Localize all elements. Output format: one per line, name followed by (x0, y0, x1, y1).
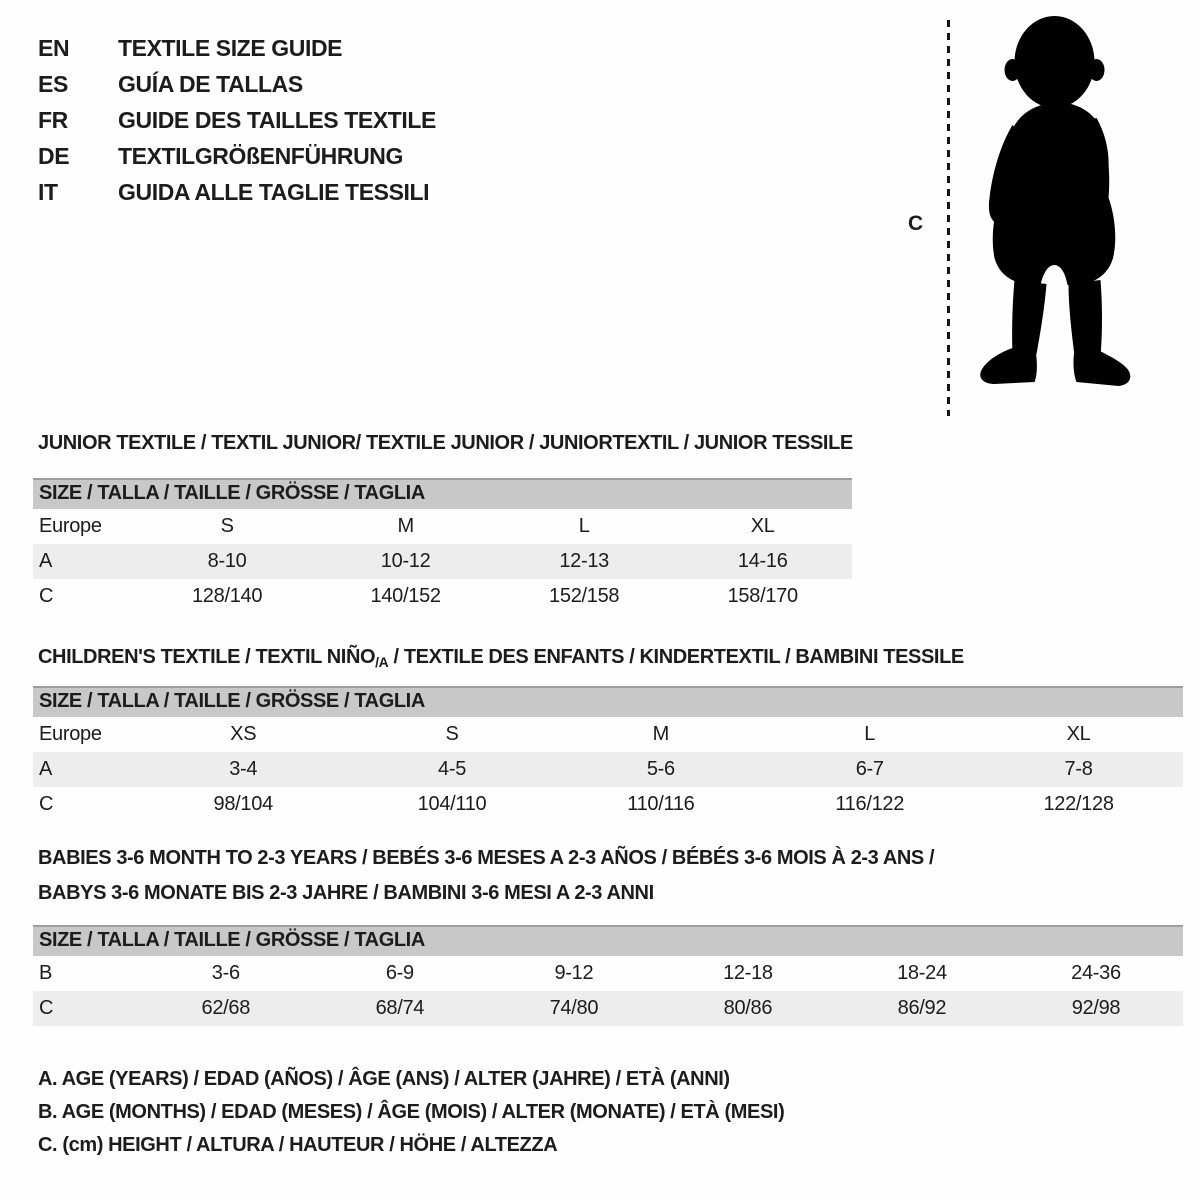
table-row: C 128/140 140/152 152/158 158/170 (33, 579, 852, 614)
height-cell: 92/98 (1071, 997, 1121, 1019)
height-cell: 140/152 (370, 585, 442, 607)
height-cell: 80/86 (723, 997, 773, 1019)
junior-size-table-header: SIZE / TALLA / TAILLE / GRÖSSE / TAGLIA (33, 478, 852, 509)
table-row: B 3-6 6-9 9-12 12-18 18-24 24-36 (33, 956, 1183, 991)
guide-title-it: GUIDA ALLE TAGLIE TESSILI (118, 178, 430, 205)
age-cell: 5-6 (646, 758, 675, 780)
legend-age-years: A. AGE (YEARS) / EDAD (AÑOS) / ÂGE (ANS)… (38, 1068, 730, 1090)
size-cell: L (578, 515, 590, 537)
children-section-title: CHILDREN'S TEXTILE / TEXTIL NIÑO/A / TEX… (38, 640, 964, 680)
babies-size-table: SIZE / TALLA / TAILLE / GRÖSSE / TAGLIA … (33, 925, 1183, 1026)
table-row: Europe XS S M L XL (33, 717, 1183, 752)
babies-size-table-header: SIZE / TALLA / TAILLE / GRÖSSE / TAGLIA (33, 925, 1183, 956)
row-label: A (39, 758, 53, 780)
size-cell: L (864, 723, 876, 745)
row-label: Europe (39, 723, 102, 745)
height-cell: 74/80 (549, 997, 599, 1019)
height-measure-label: C (908, 212, 924, 235)
age-cell: 10-12 (380, 550, 431, 572)
children-title-text: CHILDREN'S TEXTILE / TEXTIL NIÑO (38, 646, 376, 668)
table-row: A 3-4 4-5 5-6 6-7 7-8 (33, 752, 1183, 787)
age-cell: 6-7 (855, 758, 884, 780)
age-cell: 4-5 (438, 758, 467, 780)
age-cell: 14-16 (737, 550, 788, 572)
language-code: FR (38, 106, 68, 133)
size-cell: XL (750, 515, 775, 537)
table-row: Europe S M L XL (33, 509, 852, 544)
age-cell: 3-4 (229, 758, 258, 780)
height-cell: 152/158 (549, 585, 620, 607)
language-title-list: EN TEXTILE SIZE GUIDE ES GUÍA DE TALLAS … (38, 30, 436, 210)
guide-title-en: TEXTILE SIZE GUIDE (118, 34, 343, 61)
height-cell: 158/170 (727, 585, 799, 607)
height-cell: 86/92 (897, 997, 947, 1019)
size-cell: S (445, 723, 459, 745)
toddler-silhouette-icon (980, 16, 1131, 386)
guide-title-de: TEXTILGRÖßENFÜHRUNG (118, 142, 403, 169)
babies-table: B 3-6 6-9 9-12 12-18 18-24 24-36 C 62/68… (33, 956, 1183, 1026)
guide-title-fr: GUIDE DES TAILLES TEXTILE (118, 106, 436, 133)
language-code: IT (38, 178, 58, 205)
children-size-table: SIZE / TALLA / TAILLE / GRÖSSE / TAGLIA … (33, 686, 1183, 822)
children-table: Europe XS S M L XL A 3-4 4-5 5-6 6-7 7-8… (33, 717, 1183, 822)
children-title-subscript: /A (375, 654, 389, 670)
language-row-fr: FR GUIDE DES TAILLES TEXTILE (38, 102, 436, 138)
age-cell: 8-10 (207, 550, 247, 572)
language-code: ES (38, 70, 68, 97)
height-cell: 68/74 (375, 997, 425, 1019)
age-cell: 7-8 (1064, 758, 1093, 780)
height-cell: 104/110 (417, 793, 487, 815)
language-code: DE (38, 142, 70, 169)
height-cell: 98/104 (213, 793, 274, 815)
junior-section-title: JUNIOR TEXTILE / TEXTIL JUNIOR/ TEXTILE … (38, 432, 853, 454)
measurement-legend: A. AGE (YEARS) / EDAD (AÑOS) / ÂGE (ANS)… (38, 1068, 785, 1167)
junior-table: Europe S M L XL A 8-10 10-12 12-13 14-16… (33, 509, 852, 614)
row-label: B (39, 962, 53, 984)
height-cell: 122/128 (1043, 793, 1114, 815)
table-row: C 62/68 68/74 74/80 80/86 86/92 92/98 (33, 991, 1183, 1026)
children-title-text: / TEXTILE DES ENFANTS / KINDERTEXTIL / B… (388, 646, 965, 668)
babies-section-title-line2: BABYS 3-6 MONATE BIS 2-3 JAHRE / BAMBINI… (38, 882, 654, 904)
age-cell: 24-36 (1071, 962, 1121, 984)
table-row: A 8-10 10-12 12-13 14-16 (33, 544, 852, 579)
legend-age-months: B. AGE (MONTHS) / EDAD (MESES) / ÂGE (MO… (38, 1101, 785, 1123)
row-label: Europe (39, 515, 102, 537)
language-row-de: DE TEXTILGRÖßENFÜHRUNG (38, 138, 436, 174)
row-label: C (39, 585, 54, 607)
row-label: A (39, 550, 53, 572)
age-cell: 12-18 (723, 962, 773, 984)
language-row-es: ES GUÍA DE TALLAS (38, 66, 436, 102)
age-cell: 18-24 (897, 962, 947, 984)
height-cell: 128/140 (191, 585, 263, 607)
age-cell: 9-12 (554, 962, 594, 984)
children-size-table-header: SIZE / TALLA / TAILLE / GRÖSSE / TAGLIA (33, 686, 1183, 717)
height-measure-dashed-line (947, 20, 950, 416)
height-cell: 62/68 (201, 997, 251, 1019)
language-code: EN (38, 34, 70, 61)
language-row-it: IT GUIDA ALLE TAGLIE TESSILI (38, 174, 436, 210)
height-cell: 110/116 (627, 793, 695, 815)
row-label: C (39, 793, 54, 815)
language-row-en: EN TEXTILE SIZE GUIDE (38, 30, 436, 66)
size-cell: M (397, 515, 414, 537)
size-cell: XL (1066, 723, 1091, 745)
babies-section-title-line1: BABIES 3-6 MONTH TO 2-3 YEARS / BEBÉS 3-… (38, 847, 935, 869)
height-cell: 116/122 (835, 793, 905, 815)
age-cell: 12-13 (559, 550, 609, 572)
legend-height-cm: C. (cm) HEIGHT / ALTURA / HAUTEUR / HÖHE… (38, 1134, 558, 1156)
row-label: C (39, 997, 54, 1019)
size-cell: M (652, 723, 670, 745)
size-cell: S (220, 515, 234, 537)
table-row: C 98/104 104/110 110/116 116/122 122/128 (33, 787, 1183, 822)
age-cell: 6-9 (385, 962, 414, 984)
guide-title-es: GUÍA DE TALLAS (118, 70, 303, 97)
size-cell: XS (230, 723, 257, 745)
junior-size-table: SIZE / TALLA / TAILLE / GRÖSSE / TAGLIA … (33, 478, 852, 614)
age-cell: 3-6 (211, 962, 240, 984)
